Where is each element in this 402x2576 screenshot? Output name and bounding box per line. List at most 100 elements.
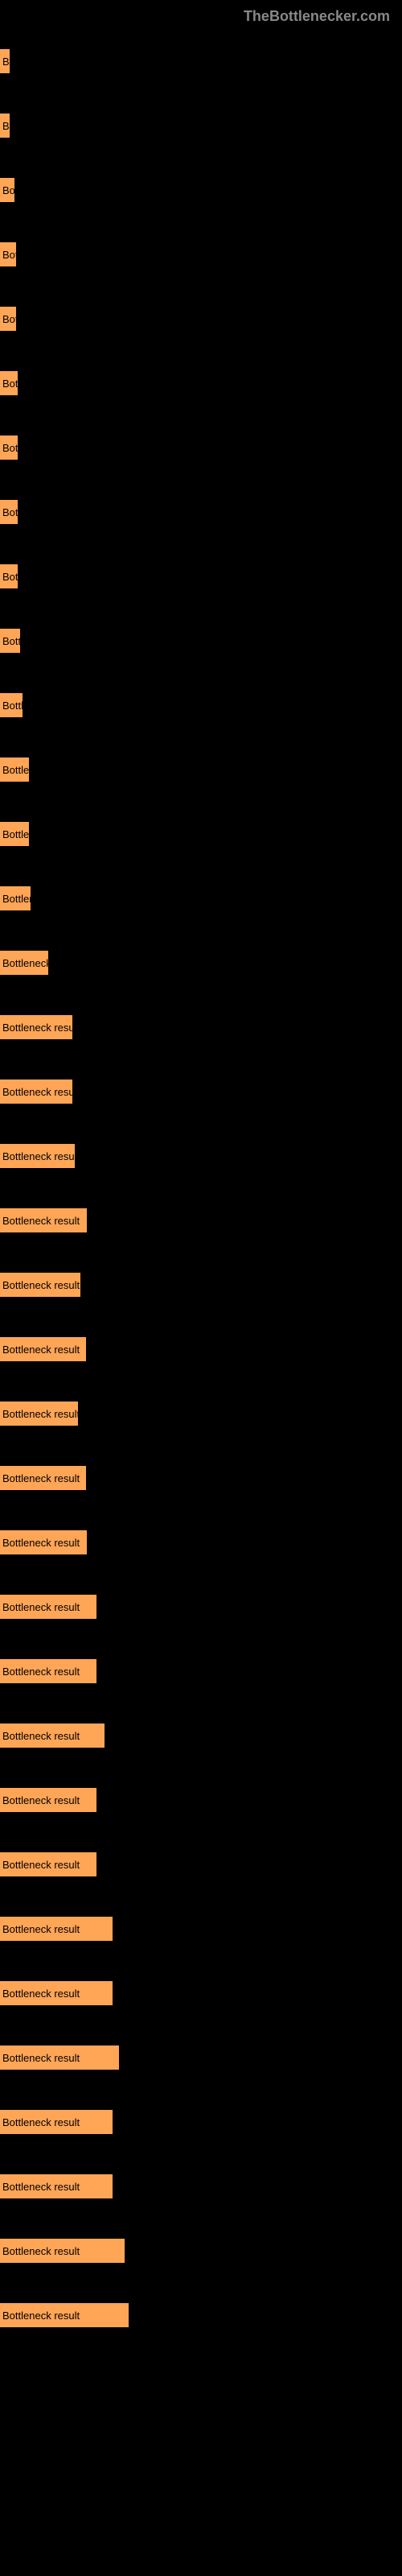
- bar-row: Bottleneck result: [0, 1530, 402, 1554]
- bar-row: Bottleneck result: [0, 1466, 402, 1490]
- bar: Bottleneck result: [0, 1208, 87, 1232]
- bar-row: Bottleneck result: [0, 2046, 402, 2070]
- bar-row: Bottleneck result: [0, 371, 402, 395]
- site-header: TheBottlenecker.com: [0, 0, 402, 33]
- bar-row: Bottleneck result: [0, 1595, 402, 1619]
- bar-row: Bottleneck result: [0, 1273, 402, 1297]
- bar-row: Bottleneck result: [0, 693, 402, 717]
- bar-row: Bottleneck result: [0, 1015, 402, 1039]
- bar-label: Bottleneck result: [0, 571, 18, 583]
- bar: Bottleneck result: [0, 1852, 96, 1876]
- bar: Bottleneck result: [0, 758, 29, 782]
- bar: Bottleneck result: [0, 1080, 72, 1104]
- bar: Bottleneck result: [0, 1466, 86, 1490]
- bar: Bottleneck result: [0, 886, 31, 910]
- bar: Bottleneck result: [0, 1917, 113, 1941]
- bar-row: Bottleneck result: [0, 178, 402, 202]
- bar: Bottleneck result: [0, 436, 18, 460]
- bar: Bottleneck result: [0, 1402, 78, 1426]
- bar: Bottleneck result: [0, 951, 48, 975]
- bar-label: Bottleneck result: [0, 1730, 80, 1742]
- bar-row: Bottleneck result: [0, 1402, 402, 1426]
- bar-label: Bottleneck result: [0, 1859, 80, 1871]
- bar: Bottleneck result: [0, 1530, 87, 1554]
- bar-label: Bottleneck result: [0, 2245, 80, 2257]
- bar-label: Bottleneck result: [0, 957, 48, 969]
- bar: Bottleneck result: [0, 178, 14, 202]
- bar-label: Bottleneck result: [0, 1022, 72, 1034]
- bar: Bottleneck result: [0, 1337, 86, 1361]
- bar-row: Bottleneck result: [0, 1852, 402, 1876]
- bar-row: Bottleneck result: [0, 1337, 402, 1361]
- bar-label: Bottleneck result: [0, 2052, 80, 2064]
- bar-label: Bottleneck result: [0, 1344, 80, 1356]
- bar-label: Bottleneck result: [0, 1923, 80, 1935]
- bar-row: Bottleneck result: [0, 1981, 402, 2005]
- bar: Bottleneck result: [0, 2303, 129, 2327]
- site-title: TheBottlenecker.com: [244, 8, 390, 24]
- bar-label: Bottleneck result: [0, 506, 18, 518]
- bar-row: Bottleneck result: [0, 886, 402, 910]
- bar: Bottleneck result: [0, 114, 10, 138]
- bar: Bottleneck result: [0, 693, 23, 717]
- bar: Bottleneck result: [0, 1144, 75, 1168]
- bar: Bottleneck result: [0, 2174, 113, 2198]
- bar: Bottleneck result: [0, 2110, 113, 2134]
- bar-row: Bottleneck result: [0, 629, 402, 653]
- bar: Bottleneck result: [0, 1273, 80, 1297]
- bar-label: Bottleneck result: [0, 1601, 80, 1613]
- bar-label: Bottleneck result: [0, 56, 10, 68]
- bar-row: Bottleneck result: [0, 1208, 402, 1232]
- bar-label: Bottleneck result: [0, 442, 18, 454]
- bar-label: Bottleneck result: [0, 764, 29, 776]
- bar-row: Bottleneck result: [0, 500, 402, 524]
- bar-row: Bottleneck result: [0, 758, 402, 782]
- bar-label: Bottleneck result: [0, 1537, 80, 1549]
- bar: Bottleneck result: [0, 1981, 113, 2005]
- bar: Bottleneck result: [0, 822, 29, 846]
- bar-row: Bottleneck result: [0, 1080, 402, 1104]
- bar: Bottleneck result: [0, 500, 18, 524]
- bar-label: Bottleneck result: [0, 313, 16, 325]
- bar: Bottleneck result: [0, 371, 18, 395]
- bar: Bottleneck result: [0, 49, 10, 73]
- bar-label: Bottleneck result: [0, 2116, 80, 2128]
- bar: Bottleneck result: [0, 2046, 119, 2070]
- bar: Bottleneck result: [0, 307, 16, 331]
- bar: Bottleneck result: [0, 1724, 105, 1748]
- bar-label: Bottleneck result: [0, 1215, 80, 1227]
- bar-row: Bottleneck result: [0, 1788, 402, 1812]
- bar-label: Bottleneck result: [0, 1408, 78, 1420]
- bar-row: Bottleneck result: [0, 2174, 402, 2198]
- bar-label: Bottleneck result: [0, 828, 29, 840]
- bar-label: Bottleneck result: [0, 1472, 80, 1484]
- bar-row: Bottleneck result: [0, 1724, 402, 1748]
- bar: Bottleneck result: [0, 2239, 125, 2263]
- bar-row: Bottleneck result: [0, 2303, 402, 2327]
- bar: Bottleneck result: [0, 629, 20, 653]
- bar-label: Bottleneck result: [0, 184, 14, 196]
- bar-label: Bottleneck result: [0, 635, 20, 647]
- bar: Bottleneck result: [0, 1659, 96, 1683]
- bar-label: Bottleneck result: [0, 1794, 80, 1806]
- bar-label: Bottleneck result: [0, 378, 18, 390]
- bar-label: Bottleneck result: [0, 1150, 75, 1162]
- bar-row: Bottleneck result: [0, 114, 402, 138]
- bar: Bottleneck result: [0, 1015, 72, 1039]
- bar-row: Bottleneck result: [0, 1144, 402, 1168]
- bar-label: Bottleneck result: [0, 2181, 80, 2193]
- bar-label: Bottleneck result: [0, 120, 10, 132]
- bar-label: Bottleneck result: [0, 2310, 80, 2322]
- bar-row: Bottleneck result: [0, 436, 402, 460]
- bar-row: Bottleneck result: [0, 242, 402, 266]
- bar-label: Bottleneck result: [0, 1988, 80, 2000]
- bar-row: Bottleneck result: [0, 1659, 402, 1683]
- bar: Bottleneck result: [0, 1595, 96, 1619]
- bar-row: Bottleneck result: [0, 2239, 402, 2263]
- bar-label: Bottleneck result: [0, 700, 23, 712]
- bar-row: Bottleneck result: [0, 951, 402, 975]
- bar-label: Bottleneck result: [0, 1279, 80, 1291]
- bar-row: Bottleneck result: [0, 564, 402, 588]
- bar-label: Bottleneck result: [0, 1666, 80, 1678]
- bar-row: Bottleneck result: [0, 2110, 402, 2134]
